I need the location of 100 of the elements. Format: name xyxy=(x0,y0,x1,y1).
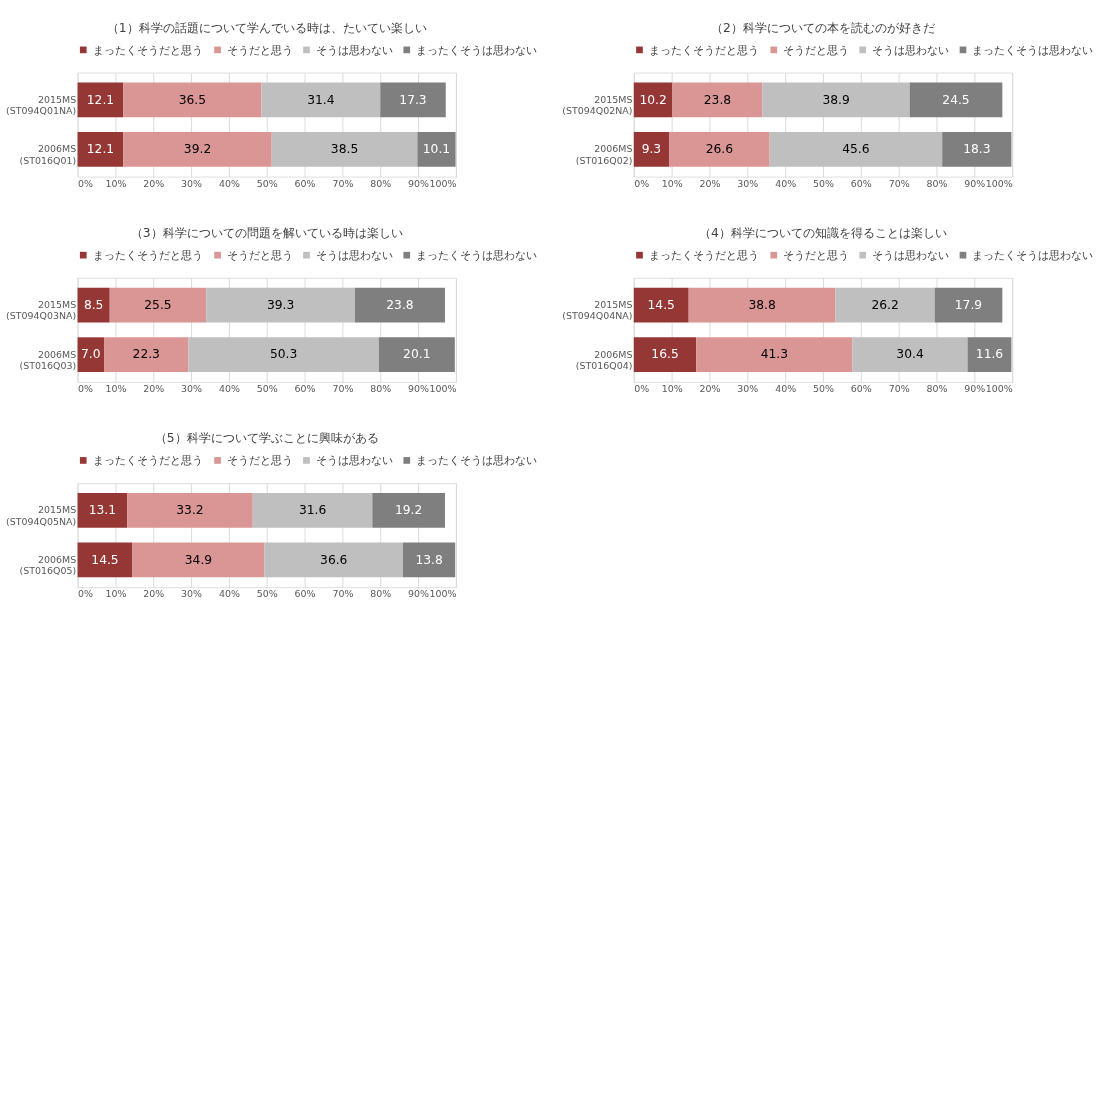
x-tick-label: 20% xyxy=(699,177,721,189)
x-tick-label: 90% xyxy=(408,382,430,394)
bar xyxy=(378,337,455,373)
data-label: 19.2 xyxy=(394,503,423,518)
bar xyxy=(633,337,697,373)
x-tick-label: 100% xyxy=(429,382,457,394)
x-tick-label: 70% xyxy=(332,588,354,600)
x-tick-label: 70% xyxy=(332,177,354,189)
legend-label: そうは思わない xyxy=(315,247,393,262)
chart-title: （3）科学についての問題を解いている時は楽しい xyxy=(130,226,403,241)
bar xyxy=(769,132,943,167)
data-label: 38.9 xyxy=(822,92,850,107)
chart-title: （4）科学についての知識を得ることは楽しい xyxy=(699,226,947,241)
bar xyxy=(909,82,1003,118)
x-tick-label: 70% xyxy=(332,382,354,394)
x-tick-label: 0% xyxy=(634,382,650,394)
legend-label: そうは思わない xyxy=(315,42,393,57)
data-label: 12.1 xyxy=(86,142,115,157)
x-tick-label: 80% xyxy=(926,177,948,189)
x-tick-label: 90% xyxy=(408,588,430,600)
legend-label: まったくそうは思わない xyxy=(972,42,1094,57)
x-tick-label: 30% xyxy=(737,177,759,189)
data-label: 39.2 xyxy=(183,142,212,157)
bar xyxy=(123,132,272,167)
bar xyxy=(77,493,128,528)
x-tick-label: 30% xyxy=(181,177,203,189)
bar xyxy=(264,542,403,578)
x-tick-label: 50% xyxy=(256,177,278,189)
data-label: 26.6 xyxy=(705,142,734,157)
data-label: 38.8 xyxy=(748,297,776,312)
x-tick-label: 10% xyxy=(661,177,683,189)
x-tick-label: 90% xyxy=(964,177,986,189)
bar xyxy=(354,287,445,323)
x-tick-label: 10% xyxy=(105,382,127,394)
data-label: 23.8 xyxy=(386,297,414,312)
x-tick-label: 40% xyxy=(218,177,240,189)
x-tick-label: 0% xyxy=(78,382,94,394)
chart-title: （1）科学の話題について学んでいる時は、たいてい楽しい xyxy=(106,20,427,35)
legend-label: そうは思わない xyxy=(315,453,393,468)
y-tick-label: 2006MS (ST016Q03) xyxy=(19,348,77,371)
bar xyxy=(77,542,133,578)
x-tick-label: 100% xyxy=(985,177,1013,189)
data-label: 14.5 xyxy=(647,297,675,312)
bar xyxy=(688,287,836,323)
bar xyxy=(672,82,763,118)
legend-label: まったくそうは思わない xyxy=(972,247,1094,262)
data-label: 39.3 xyxy=(266,297,295,312)
data-label: 16.5 xyxy=(651,347,679,362)
x-tick-label: 40% xyxy=(775,177,797,189)
x-tick-label: 50% xyxy=(256,588,278,600)
x-tick-label: 60% xyxy=(294,177,316,189)
y-tick-label: 2015MS (ST094Q04NA) xyxy=(562,298,633,322)
x-tick-label: 80% xyxy=(370,177,392,189)
y-tick-label: 2006MS (ST016Q02) xyxy=(575,143,633,166)
x-tick-label: 40% xyxy=(775,382,797,394)
x-tick-label: 60% xyxy=(850,177,872,189)
legend-label: まったくそうだと思う xyxy=(648,42,759,57)
y-tick-label: 2006MS (ST016Q01) xyxy=(19,143,77,166)
bar xyxy=(127,493,253,528)
data-label: 7.0 xyxy=(81,347,101,362)
bar xyxy=(762,82,910,118)
x-tick-label: 10% xyxy=(105,177,127,189)
data-label: 22.3 xyxy=(132,347,160,362)
bar xyxy=(380,82,446,118)
legend-label: まったくそうは思わない xyxy=(416,453,538,468)
chart-title: （2）科学についての本を読むのが好きだ xyxy=(711,20,935,35)
bar xyxy=(123,82,262,118)
x-tick-label: 100% xyxy=(429,177,457,189)
x-tick-label: 50% xyxy=(812,382,834,394)
bar xyxy=(188,337,379,373)
data-label: 20.1 xyxy=(403,347,431,362)
y-tick-label: 2015MS (ST094Q05NA) xyxy=(6,504,77,527)
x-tick-label: 10% xyxy=(661,382,683,394)
x-tick-label: 30% xyxy=(181,382,203,394)
bar xyxy=(206,287,355,323)
data-label: 36.6 xyxy=(320,552,348,567)
x-tick-label: 20% xyxy=(143,177,165,189)
y-tick-label: 2015MS (ST094Q01NA) xyxy=(6,93,77,117)
bar xyxy=(271,132,418,167)
data-label: 31.6 xyxy=(298,503,327,518)
data-label: 13.8 xyxy=(415,552,443,567)
y-tick-label: 2006MS (ST016Q05) xyxy=(19,553,77,577)
x-tick-label: 80% xyxy=(370,588,392,600)
bar xyxy=(402,542,456,578)
x-tick-label: 50% xyxy=(812,177,834,189)
y-tick-label: 2015MS (ST094Q02NA) xyxy=(562,93,633,117)
x-tick-label: 40% xyxy=(218,588,240,600)
data-label: 17.3 xyxy=(399,92,427,107)
data-label: 26.2 xyxy=(871,297,899,312)
data-label: 33.2 xyxy=(176,503,204,518)
legend-label: まったくそうだと思う xyxy=(648,247,759,262)
legend-label: そうだと思う xyxy=(227,453,294,468)
data-label: 31.4 xyxy=(307,92,335,107)
bar xyxy=(77,132,124,167)
legend-label: まったくそうは思わない xyxy=(416,247,538,262)
bar xyxy=(252,493,373,528)
x-tick-label: 70% xyxy=(888,382,910,394)
data-label: 34.9 xyxy=(184,552,213,567)
data-label: 41.3 xyxy=(760,347,789,362)
data-label: 30.4 xyxy=(896,347,924,362)
